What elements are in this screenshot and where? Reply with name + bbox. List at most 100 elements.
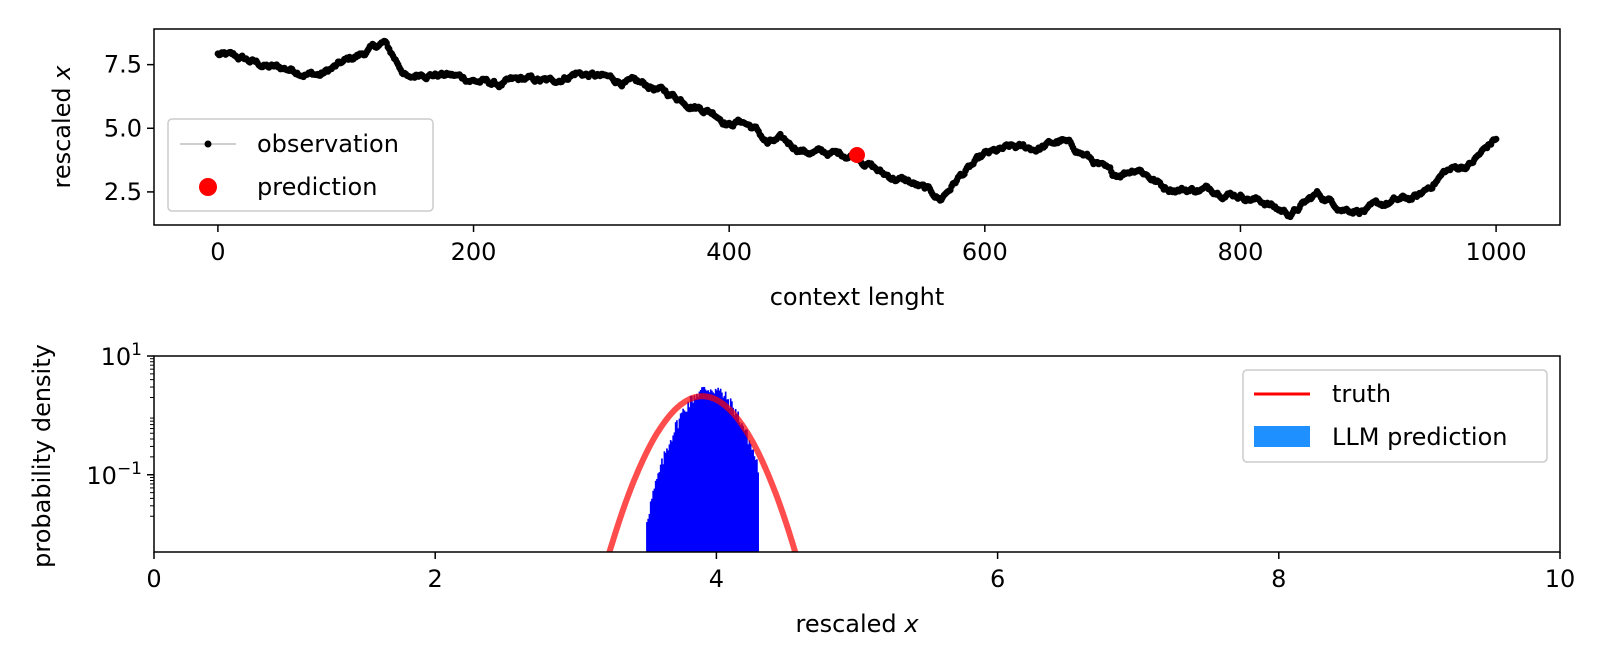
top-y-tick-label: 7.5 [104,51,142,79]
top-y-axis-label-var: x [48,65,76,81]
legend-prediction-marker [199,178,217,196]
histogram-bar [739,424,742,552]
bottom-legend: truth LLM prediction [1242,369,1548,463]
histogram-bar [657,473,659,552]
histogram-bar [727,399,729,552]
histogram-bar [681,412,683,552]
histogram-bar [728,408,731,552]
histogram-bar [664,452,667,552]
bottom-x-axis-label: rescaled x [795,610,919,638]
histogram-bar [729,398,732,552]
top-x-tick-label: 800 [1218,238,1264,266]
histogram-bar [656,478,658,552]
histogram-bar [744,429,747,552]
histogram-bar [756,459,758,552]
histogram-bar [736,413,738,552]
histogram-bar [701,387,703,552]
bottom-legend-box [1242,369,1548,463]
histogram-bar [741,423,743,552]
histogram-bar [737,411,739,552]
histogram-bar [691,395,693,552]
histogram-bar [653,488,656,552]
histogram-bar [721,392,723,552]
histogram-bar [684,411,687,552]
legend-llm-label: LLM prediction [1332,423,1508,451]
bottom-x-tick-label: 8 [1271,565,1286,593]
histogram-bar [749,443,752,552]
histogram-bar [659,464,662,552]
histogram-bar [662,464,664,552]
histogram-bar [682,408,684,552]
histogram-bar [707,390,709,552]
histogram-bar [699,390,702,552]
top-x-tick-label: 200 [451,238,497,266]
histogram-bar [679,413,682,552]
histogram-bar [671,441,673,552]
histogram-bar [742,425,744,552]
legend-observation-marker [204,140,212,148]
histogram-bar [738,422,741,552]
histogram-bar [753,456,756,552]
histogram-bar [731,401,733,552]
histogram-bar [648,513,651,552]
histogram-bar [716,390,718,552]
histogram-bar [687,401,689,552]
histogram-bar [692,402,694,552]
histogram-bar [726,399,728,552]
histogram-bar [647,518,649,552]
legend-llm-swatch [1254,426,1310,447]
histogram-bar [673,432,676,552]
histogram-bar [646,522,648,552]
histogram-bar [723,395,726,552]
top-y-tick-label: 5.0 [104,114,142,142]
bottom-x-tick-label: 4 [709,565,724,593]
histogram-bar [693,395,696,552]
bottom-x-tick-label: 2 [428,565,443,593]
top-x-tick-label: 0 [210,238,225,266]
bottom-y-tick-base: 10 [101,343,132,371]
top-x-tick-label: 600 [962,238,1008,266]
histogram-bar [717,387,719,552]
top-x-tick-label: 1000 [1466,238,1527,266]
histogram-bar [694,398,697,552]
histogram-bar [733,415,736,552]
histogram-bar [669,440,672,552]
histogram-bar [746,429,748,552]
histogram-bar [754,459,757,552]
top-x-axis-label: context lenght [770,283,945,311]
legend-prediction-label: prediction [257,173,377,201]
histogram-bar [713,393,716,552]
bottom-y-tick-label: 10−1 [86,459,142,490]
bottom-x-tick-label: 10 [1545,565,1576,593]
histogram-bar [651,498,653,552]
bottom-y-tick-exponent: 1 [131,340,142,360]
histogram-bar [688,407,691,552]
histogram-bar [697,396,699,552]
histogram-bar [703,386,706,552]
histogram-bar [714,388,717,552]
histogram-bar [652,490,654,552]
histogram-bar [743,430,746,552]
top-x-tick-label: 400 [706,238,752,266]
histogram-bar [706,390,708,552]
histogram-bar [676,420,678,552]
histogram-bar [674,422,677,552]
histogram-bar [751,449,753,552]
histogram-bar [654,480,657,552]
histogram-bar [668,444,671,552]
bottom-x-axis-label-text: rescaled [795,610,896,638]
histogram-bar [709,389,712,552]
histogram-bar [663,451,666,552]
legend-truth-label: truth [1332,380,1391,408]
histogram-bar [702,386,704,552]
histogram-bar [661,458,663,552]
histogram-bar [678,418,681,552]
histogram-bar [686,411,688,552]
histogram-bar [667,450,669,552]
histogram-bar [747,444,749,552]
histogram-bar [748,440,751,552]
bottom-y-tick-label: 101 [101,340,142,371]
top-y-tick-label: 2.5 [104,178,142,206]
histogram-bar [658,472,661,552]
